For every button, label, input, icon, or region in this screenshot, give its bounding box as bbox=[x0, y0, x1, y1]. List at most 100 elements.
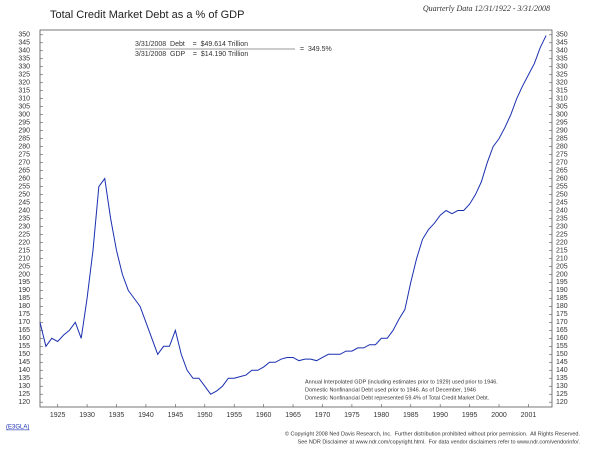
y2-tick-label: 235 bbox=[556, 215, 568, 222]
x-tick-label: 1980 bbox=[374, 412, 390, 419]
x-tick-label: 1995 bbox=[462, 412, 478, 419]
x-tick-label: 2000 bbox=[491, 412, 507, 419]
y-tick-label: 320 bbox=[18, 80, 30, 87]
y2-tick-label: 335 bbox=[556, 56, 568, 63]
y-tick-label: 215 bbox=[18, 247, 30, 254]
y2-tick-label: 190 bbox=[556, 287, 568, 294]
y2-tick-label: 245 bbox=[556, 199, 568, 206]
plot-frame bbox=[39, 29, 553, 408]
annotation: 3/31/2008 GDP = $14.190 Trillion bbox=[135, 51, 248, 58]
y-tick-label: 180 bbox=[18, 303, 30, 310]
y2-tick-label: 195 bbox=[556, 279, 568, 286]
y2-tick-label: 120 bbox=[556, 399, 568, 406]
footer: See NDR Disclaimer at www.ndr.com/copyri… bbox=[298, 439, 581, 445]
y-tick-label: 120 bbox=[18, 399, 30, 406]
x-tick-label: 1965 bbox=[285, 412, 301, 419]
y-tick-label: 240 bbox=[18, 207, 30, 214]
y2-tick-label: 125 bbox=[556, 391, 568, 398]
y-tick-label: 230 bbox=[18, 223, 30, 230]
y-tick-label: 325 bbox=[18, 72, 30, 79]
chart-code: (E3GLA) bbox=[6, 425, 29, 431]
y-tick-label: 330 bbox=[18, 64, 30, 71]
y-tick-label: 210 bbox=[18, 255, 30, 262]
y-tick-label: 160 bbox=[18, 335, 30, 342]
y-tick-label: 310 bbox=[18, 96, 30, 103]
y2-tick-label: 240 bbox=[556, 207, 568, 214]
y-tick-label: 195 bbox=[18, 279, 30, 286]
y2-tick-label: 205 bbox=[556, 263, 568, 270]
x-tick-label: 1975 bbox=[344, 412, 360, 419]
note: Domestic Nonfinancial Debt used prior to… bbox=[305, 387, 476, 393]
y-tick-label: 290 bbox=[18, 127, 30, 134]
y-tick-label: 165 bbox=[18, 327, 30, 334]
y2-tick-label: 150 bbox=[556, 351, 568, 358]
data-line bbox=[39, 35, 547, 395]
y-tick-label: 270 bbox=[18, 159, 30, 166]
y-tick-label: 350 bbox=[18, 32, 30, 39]
x-tick-label: 1985 bbox=[403, 412, 419, 419]
y2-tick-label: 200 bbox=[556, 271, 568, 278]
y2-tick-label: 305 bbox=[556, 104, 568, 111]
y-tick-label: 295 bbox=[18, 119, 30, 126]
y2-tick-label: 285 bbox=[556, 135, 568, 142]
y2-tick-label: 165 bbox=[556, 327, 568, 334]
y2-tick-label: 340 bbox=[556, 48, 568, 55]
x-tick-label: 1930 bbox=[79, 412, 95, 419]
y2-tick-label: 130 bbox=[556, 383, 568, 390]
x-tick-label: 1935 bbox=[109, 412, 125, 419]
y2-tick-label: 315 bbox=[556, 88, 568, 95]
x-tick-label: 1940 bbox=[138, 412, 154, 419]
y-tick-label: 145 bbox=[18, 359, 30, 366]
y2-tick-label: 255 bbox=[556, 183, 568, 190]
y2-tick-label: 320 bbox=[556, 80, 568, 87]
y-tick-label: 130 bbox=[18, 383, 30, 390]
x-tick-label: 1960 bbox=[256, 412, 272, 419]
y2-tick-label: 250 bbox=[556, 191, 568, 198]
y-tick-label: 315 bbox=[18, 88, 30, 95]
y-tick-label: 205 bbox=[18, 263, 30, 270]
y2-tick-label: 215 bbox=[556, 247, 568, 254]
y2-tick-label: 225 bbox=[556, 231, 568, 238]
x-tick-label: 1990 bbox=[432, 412, 448, 419]
y-tick-label: 245 bbox=[18, 199, 30, 206]
y2-tick-label: 295 bbox=[556, 119, 568, 126]
y2-tick-label: 300 bbox=[556, 112, 568, 119]
x-tick-label: 1955 bbox=[226, 412, 242, 419]
y-tick-label: 275 bbox=[18, 151, 30, 158]
y-tick-label: 155 bbox=[18, 343, 30, 350]
y2-tick-label: 350 bbox=[556, 32, 568, 39]
y-tick-label: 140 bbox=[18, 367, 30, 374]
y2-tick-label: 220 bbox=[556, 239, 568, 246]
y-tick-label: 200 bbox=[18, 271, 30, 278]
y2-tick-label: 145 bbox=[556, 359, 568, 366]
y2-tick-label: 270 bbox=[556, 159, 568, 166]
annotation: = 349.5% bbox=[300, 46, 332, 53]
y-tick-label: 345 bbox=[18, 40, 30, 47]
y-tick-label: 335 bbox=[18, 56, 30, 63]
y-tick-label: 305 bbox=[18, 104, 30, 111]
footer: © Copyright 2008 Ned Davis Research, Inc… bbox=[285, 430, 581, 437]
y-tick-label: 190 bbox=[18, 287, 30, 294]
y2-tick-label: 290 bbox=[556, 127, 568, 134]
y-tick-label: 185 bbox=[18, 295, 30, 302]
y2-tick-label: 135 bbox=[556, 375, 568, 382]
y-tick-label: 135 bbox=[18, 375, 30, 382]
note: Domestic Nonfinancial Debt represented 5… bbox=[305, 395, 490, 401]
y-tick-label: 280 bbox=[18, 143, 30, 150]
y2-tick-label: 155 bbox=[556, 343, 568, 350]
x-tick-label: 1925 bbox=[50, 412, 66, 419]
y2-tick-label: 310 bbox=[556, 96, 568, 103]
chart-title: Total Credit Market Debt as a % of GDP bbox=[50, 9, 244, 21]
y2-tick-label: 325 bbox=[556, 72, 568, 79]
y2-tick-label: 260 bbox=[556, 175, 568, 182]
y2-tick-label: 265 bbox=[556, 167, 568, 174]
y-tick-label: 220 bbox=[18, 239, 30, 246]
x-tick-label: 2001 bbox=[521, 412, 537, 419]
y-tick-label: 300 bbox=[18, 112, 30, 119]
y2-tick-label: 210 bbox=[556, 255, 568, 262]
y-tick-label: 250 bbox=[18, 191, 30, 198]
y-tick-label: 265 bbox=[18, 167, 30, 174]
x-tick-label: 1970 bbox=[315, 412, 331, 419]
y-tick-label: 235 bbox=[18, 215, 30, 222]
y-tick-label: 125 bbox=[18, 391, 30, 398]
